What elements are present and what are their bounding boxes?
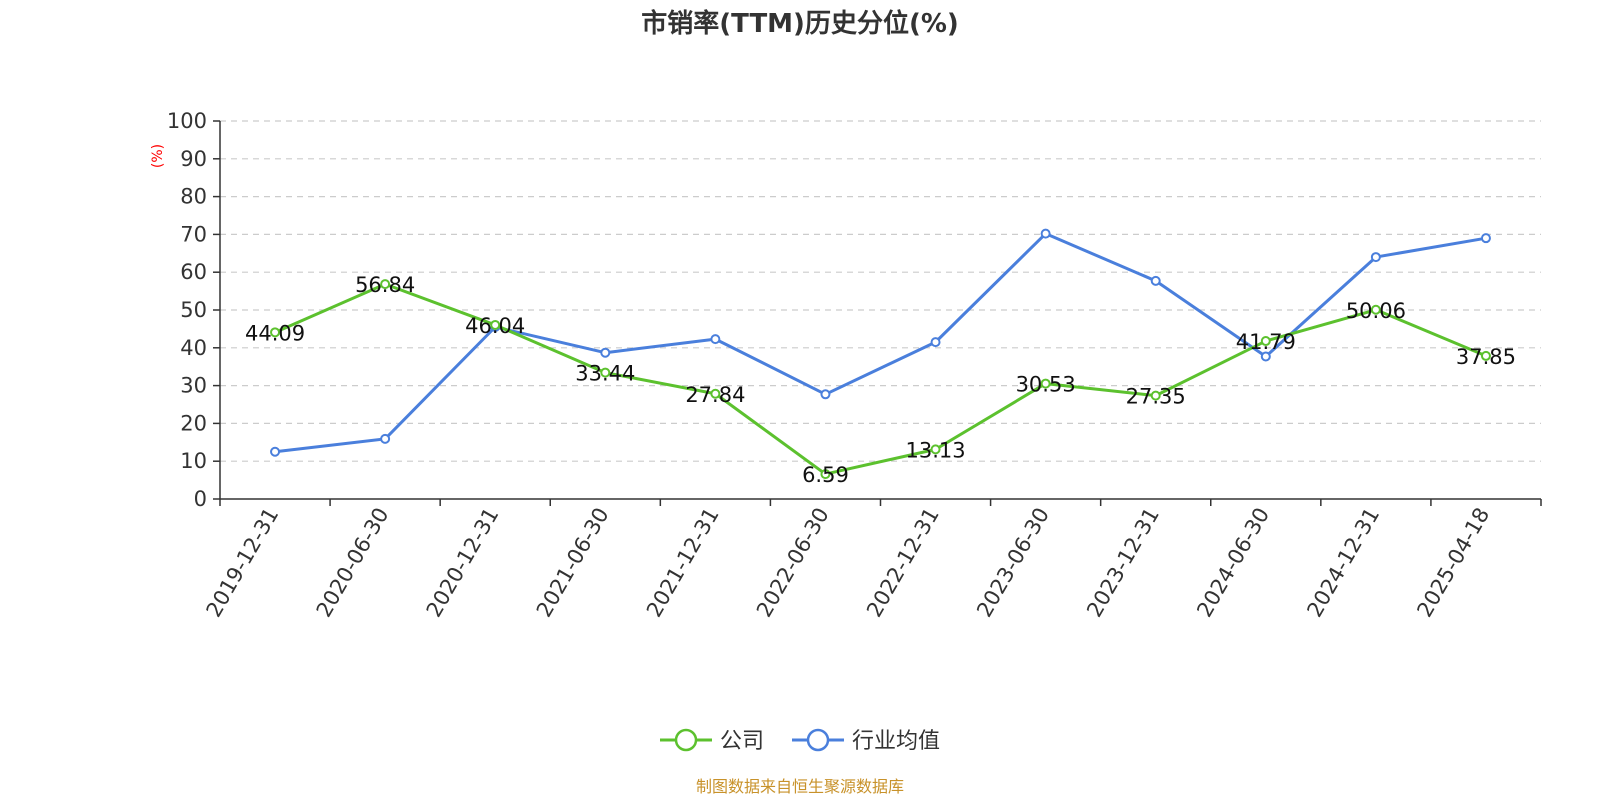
y-tick-label: 0: [194, 487, 207, 511]
point-industry[interactable]: [270, 446, 281, 457]
data-label: 27.84: [685, 383, 745, 407]
source-note: 制图数据来自恒生聚源数据库: [696, 777, 904, 796]
point-company[interactable]: [600, 367, 611, 378]
y-tick-label: 70: [180, 222, 207, 246]
y-tick-label: 50: [180, 298, 207, 322]
point-company[interactable]: [820, 469, 831, 480]
legend-item-industry[interactable]: 行业均值: [792, 728, 940, 754]
data-label: 30.53: [1016, 373, 1076, 397]
data-label: 50.06: [1346, 299, 1406, 323]
x-tick-label: 2024-12-31: [1302, 504, 1384, 622]
point-company[interactable]: [1150, 390, 1161, 401]
y-tick-label: 100: [167, 109, 207, 133]
legend: 公司 行业均值: [660, 728, 940, 754]
point-industry[interactable]: [930, 337, 941, 348]
y-tick-label: 30: [180, 374, 207, 398]
legend-marker: [674, 728, 698, 752]
point-company[interactable]: [380, 279, 391, 290]
point-industry[interactable]: [1370, 252, 1381, 263]
point-industry[interactable]: [380, 433, 391, 444]
series-layer: [270, 228, 1491, 480]
point-company[interactable]: [1040, 378, 1051, 389]
x-tick-label: 2021-06-30: [532, 504, 614, 622]
data-label: 33.44: [575, 362, 635, 386]
x-tick-label: 2022-12-31: [862, 504, 944, 622]
point-company[interactable]: [270, 327, 281, 338]
y-tick-label: 20: [180, 411, 207, 435]
y-axis-label: (%): [150, 144, 166, 168]
point-industry[interactable]: [710, 334, 721, 345]
data-label: 44.09: [245, 321, 305, 345]
data-label: 56.84: [355, 273, 415, 297]
data-label: 41.79: [1236, 330, 1296, 354]
legend-item-company[interactable]: 公司: [660, 728, 764, 754]
y-tick-label: 90: [180, 147, 207, 171]
point-company[interactable]: [1370, 304, 1381, 315]
data-label: 27.35: [1126, 385, 1186, 409]
grid-lines: [220, 120, 1541, 462]
point-industry[interactable]: [1480, 233, 1491, 244]
series-line-company: [274, 282, 1487, 476]
x-tick-label: 2022-06-30: [752, 504, 834, 622]
y-tick-label: 10: [180, 449, 207, 473]
y-tick-label: 80: [180, 185, 207, 209]
legend-marker: [806, 728, 830, 752]
axes: 0 10 20 30 40 50 60 70 80 90 100 2019-12-31 2020-06-…: [167, 109, 1542, 622]
data-label: 13.13: [905, 438, 965, 462]
chart-title: 市销率(TTM)历史分位(%): [641, 8, 959, 39]
x-tick-label: 2023-06-30: [972, 504, 1054, 622]
point-industry[interactable]: [600, 347, 611, 358]
point-company[interactable]: [490, 319, 501, 330]
x-tick-label: 2021-12-31: [642, 504, 724, 622]
x-tick-label: 2023-12-31: [1082, 504, 1164, 622]
data-label: 46.04: [465, 314, 525, 338]
x-tick-label: 2020-12-31: [422, 504, 504, 622]
point-industry[interactable]: [1040, 228, 1051, 239]
point-company[interactable]: [930, 444, 941, 455]
series-line-industry: [274, 232, 1487, 454]
data-label: 6.59: [802, 463, 849, 487]
legend-label: 公司: [720, 729, 764, 754]
point-company[interactable]: [710, 388, 721, 399]
x-tick-label: 2019-12-31: [202, 504, 284, 622]
point-company[interactable]: [1480, 350, 1491, 361]
y-tick-label: 60: [180, 260, 207, 284]
point-industry[interactable]: [820, 389, 831, 400]
y-tick-label: 40: [180, 336, 207, 360]
x-tick-label: 2020-06-30: [312, 504, 394, 622]
legend-label: 行业均值: [852, 729, 940, 754]
point-industry[interactable]: [1260, 351, 1271, 362]
data-labels: 44.09 56.84 46.04 33.44 27.84 6.59 13.13 30.53 2…: [245, 273, 1516, 487]
point-company[interactable]: [1260, 336, 1271, 347]
x-tick-label: 2025-04-18: [1412, 504, 1494, 622]
data-label: 37.85: [1456, 345, 1516, 369]
x-tick-label: 2024-06-30: [1192, 504, 1274, 622]
point-industry[interactable]: [1150, 275, 1161, 286]
